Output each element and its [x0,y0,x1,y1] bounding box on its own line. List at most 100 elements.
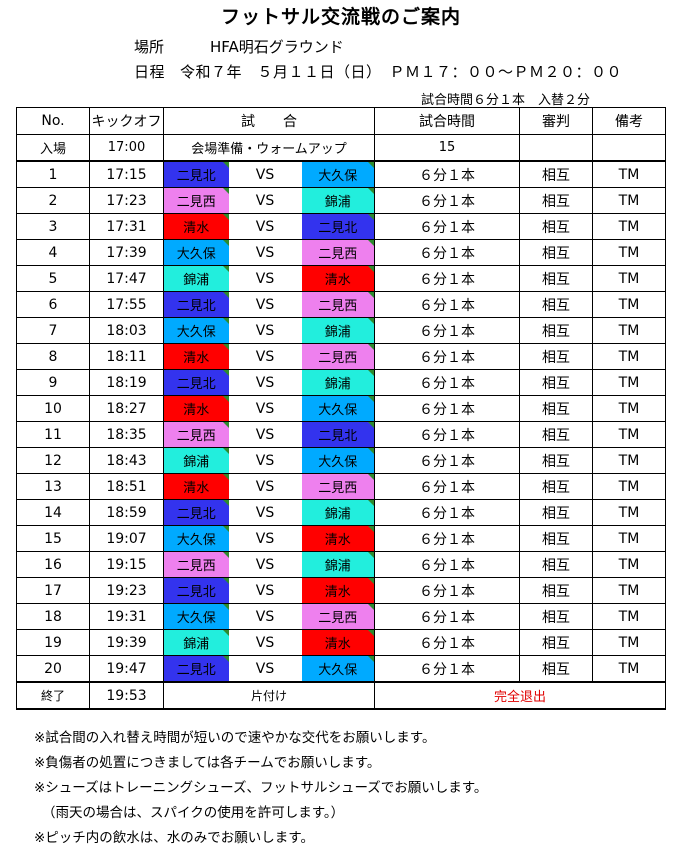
remarks: TM [592,213,666,240]
header-kickoff: キックオフ [89,107,164,135]
header-referee: 審判 [519,107,593,135]
note-item: ※試合間の入れ替え時間が短いので速やかな交代をお願いします。 [34,730,436,746]
kickoff-time: 18:35 [89,421,164,448]
kickoff-time: 19:39 [89,629,164,656]
remarks: TM [592,395,666,422]
kickoff-time: 17:31 [89,213,164,240]
end-label: 片付け [163,681,375,710]
end-time: 19:53 [89,681,164,710]
home-team: 大久保 [163,603,229,630]
home-team: 大久保 [163,239,229,266]
table-row: 8 18:11 清水 VS 二見西 ６分１本 相互 TM [16,343,666,370]
referee: 相互 [519,343,593,370]
referee: 相互 [519,395,593,422]
vs-label: VS [228,317,302,344]
remarks: TM [592,369,666,396]
referee: 相互 [519,473,593,500]
home-team: 錦浦 [163,629,229,656]
referee: 相互 [519,499,593,526]
table-row: 13 18:51 清水 VS 二見西 ６分１本 相互 TM [16,473,666,500]
remarks: TM [592,343,666,370]
match-duration: ６分１本 [374,655,520,683]
venue-row: 場所 HFA明石グラウンド [134,36,344,57]
entry-remarks [592,134,666,162]
vs-label: VS [228,369,302,396]
remarks: TM [592,577,666,604]
table-row: 2 17:23 二見西 VS 錦浦 ６分１本 相互 TM [16,187,666,214]
table-row: 3 17:31 清水 VS 二見北 ６分１本 相互 TM [16,213,666,240]
referee: 相互 [519,187,593,214]
kickoff-time: 18:59 [89,499,164,526]
table-row: 20 19:47 二見北 VS 大久保 ６分１本 相互 TM [16,655,666,683]
table-row: 14 18:59 二見北 VS 錦浦 ６分１本 相互 TM [16,499,666,526]
table-row: 18 19:31 大久保 VS 二見西 ６分１本 相互 TM [16,603,666,630]
vs-label: VS [228,213,302,240]
home-team: 二見北 [163,577,229,604]
match-duration: ６分１本 [374,603,520,630]
venue-label: 場所 [134,38,165,56]
home-team: 二見西 [163,421,229,448]
away-team: 清水 [301,525,375,552]
header-no: No. [16,107,90,135]
end-note: 完全退出 [374,681,666,710]
away-team: 二見西 [301,473,375,500]
away-team: 大久保 [301,447,375,474]
home-team: 大久保 [163,317,229,344]
match-duration: ６分１本 [374,421,520,448]
remarks: TM [592,525,666,552]
match-duration: ６分１本 [374,499,520,526]
match-no: 14 [16,499,90,526]
page-title: フットサル交流戦のご案内 [220,6,461,28]
referee: 相互 [519,447,593,474]
vs-label: VS [228,447,302,474]
kickoff-time: 18:51 [89,473,164,500]
match-info: 試合時間６分１本 入替２分 [421,93,591,108]
away-team: 大久保 [301,395,375,422]
table-row: 17 19:23 二見北 VS 清水 ６分１本 相互 TM [16,577,666,604]
referee: 相互 [519,265,593,292]
vs-label: VS [228,551,302,578]
referee: 相互 [519,577,593,604]
match-no: 8 [16,343,90,370]
away-team: 清水 [301,265,375,292]
home-team: 二見西 [163,551,229,578]
vs-label: VS [228,160,302,188]
kickoff-time: 17:39 [89,239,164,266]
kickoff-time: 18:43 [89,447,164,474]
remarks: TM [592,317,666,344]
kickoff-time: 18:19 [89,369,164,396]
referee: 相互 [519,317,593,344]
match-duration: ６分１本 [374,577,520,604]
match-duration: ６分１本 [374,291,520,318]
vs-label: VS [228,473,302,500]
kickoff-time: 19:31 [89,603,164,630]
away-team: 錦浦 [301,499,375,526]
match-no: 9 [16,369,90,396]
match-no: 1 [16,160,90,188]
entry-row: 入場 17:00 会場準備・ウォームアップ 15 [16,134,666,162]
match-no: 11 [16,421,90,448]
away-team: 二見西 [301,343,375,370]
note-item: ※ピッチ内の飲水は、水のみでお願いします。 [34,830,314,846]
date-label: 日程 [134,63,166,81]
match-duration: ６分１本 [374,629,520,656]
remarks: TM [592,655,666,683]
venue-value: HFA明石グラウンド [210,38,344,56]
vs-label: VS [228,655,302,683]
header-duration: 試合時間 [374,107,520,135]
kickoff-time: 19:47 [89,655,164,683]
away-team: 錦浦 [301,187,375,214]
match-no: 3 [16,213,90,240]
remarks: TM [592,187,666,214]
home-team: 二見西 [163,187,229,214]
referee: 相互 [519,421,593,448]
referee: 相互 [519,160,593,188]
match-no: 20 [16,655,90,683]
vs-label: VS [228,395,302,422]
home-team: 錦浦 [163,447,229,474]
kickoff-time: 19:07 [89,525,164,552]
away-team: 大久保 [301,655,375,683]
date-row: 日程 令和７年 ５月１１日（日） ＰＭ１７：００〜ＰＭ２０：００ [134,61,622,82]
referee: 相互 [519,369,593,396]
home-team: 二見北 [163,655,229,683]
